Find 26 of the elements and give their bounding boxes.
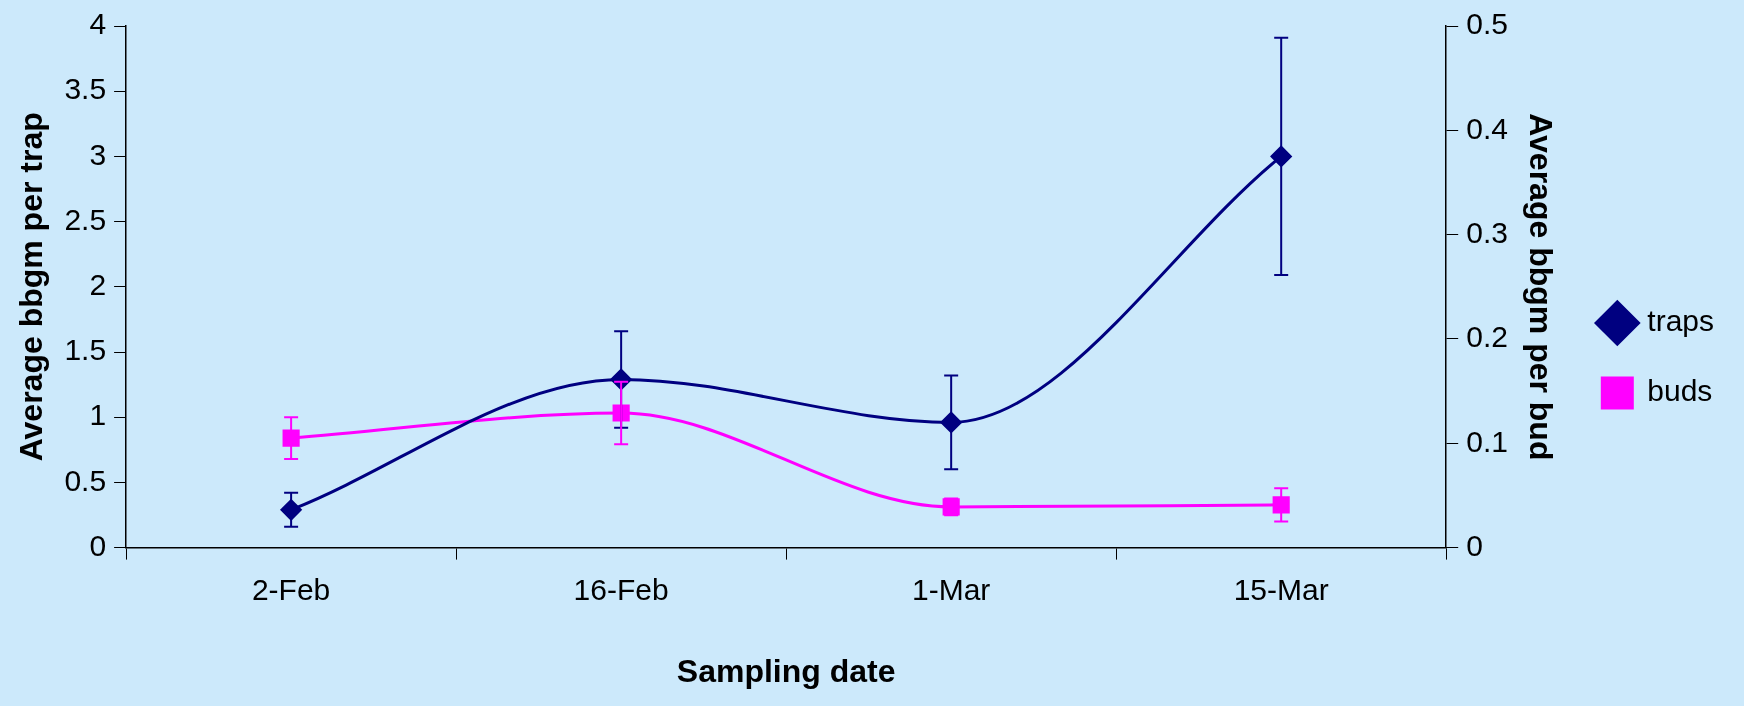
point xyxy=(612,404,630,422)
y-tick-label: 1 xyxy=(89,398,107,432)
legend-label: buds xyxy=(1647,374,1713,408)
y-tick-label: 3.5 xyxy=(64,72,107,106)
y-axis-title: Average bbgm per trap xyxy=(13,112,50,462)
y2-tick-label: 0 xyxy=(1466,528,1483,562)
y-tick-label: 0.5 xyxy=(64,463,107,497)
y2-tick-label: 0.1 xyxy=(1466,424,1508,458)
y2-tick-label: 0.5 xyxy=(1466,7,1508,41)
y2-tick-label: 0.3 xyxy=(1466,215,1508,249)
x-tick-label: 15-Mar xyxy=(1233,572,1329,606)
x-tick-label: 1-Mar xyxy=(911,572,991,606)
y2-tick-label: 0.2 xyxy=(1466,320,1508,354)
y-tick-label: 1.5 xyxy=(64,333,107,367)
x-axis-title: Sampling date xyxy=(676,652,896,689)
y-tick-label: 3 xyxy=(89,137,107,171)
legend-label: traps xyxy=(1647,304,1715,338)
x-tick-label: 2-Feb xyxy=(251,572,331,606)
y-tick-label: 2.5 xyxy=(64,202,107,236)
y2-tick-label: 0.4 xyxy=(1466,111,1508,145)
x-tick-label: 16-Feb xyxy=(573,572,669,606)
y-tick-label: 2 xyxy=(89,268,107,302)
y-tick-label: 0 xyxy=(89,528,107,562)
y2-axis-title: Average bbgm per bud xyxy=(1523,113,1560,461)
y-tick-label: 4 xyxy=(89,7,107,41)
point xyxy=(282,429,300,447)
